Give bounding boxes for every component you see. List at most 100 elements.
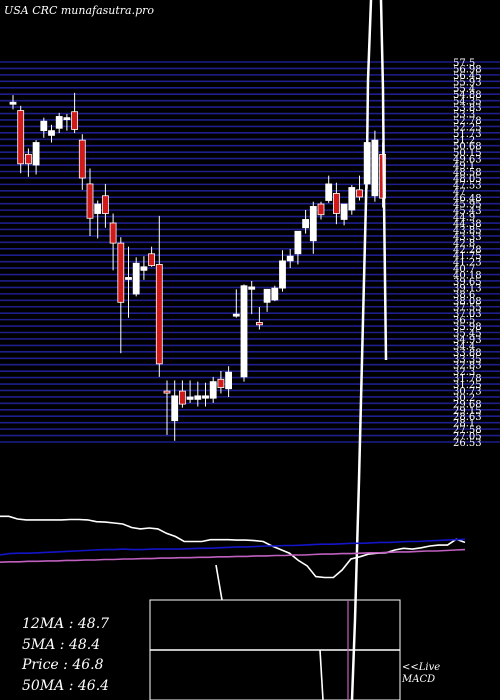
candlestick-series: [9, 92, 387, 441]
price-tick-label: 50.15: [453, 148, 482, 159]
candle-body: [132, 262, 140, 295]
price-tick-label: 41.75: [453, 251, 482, 262]
candle: [32, 140, 40, 175]
candle-body: [271, 287, 279, 301]
candle: [86, 168, 94, 237]
candle-body: [140, 266, 148, 271]
candle: [232, 289, 240, 318]
candle: [148, 246, 156, 267]
candle-body: [71, 111, 78, 130]
candle-body: [102, 195, 109, 214]
indicator-spikes: [350, 0, 388, 700]
candle: [240, 284, 248, 382]
price-tick-label: 40.7: [453, 264, 475, 275]
macd-line: [215, 564, 223, 601]
price-tick-label: 44.9: [453, 213, 475, 224]
price-tick-label: 27.05: [453, 432, 482, 443]
stat-value: 48.7: [77, 616, 110, 632]
price-tick-label: 31.25: [453, 380, 482, 391]
candle: [209, 376, 217, 403]
price-tick-label: 56.98: [453, 64, 482, 75]
price-tick-label: 52.25: [453, 122, 482, 133]
candle: [356, 175, 363, 201]
candle-body: [94, 203, 102, 214]
candle: [271, 285, 279, 302]
candle-body: [155, 264, 163, 365]
price-tick-label: 49.1: [453, 161, 475, 172]
candle: [340, 203, 348, 226]
indicator-spike-line: [350, 0, 373, 700]
moving-average-lines: [0, 515, 466, 579]
price-tick-label: 32.83: [453, 361, 482, 372]
candle: [9, 95, 17, 110]
price-tick-label: 28.1: [453, 419, 475, 430]
candle-body: [325, 183, 333, 201]
candle-body: [279, 260, 286, 289]
price-tick-label: 40.18: [453, 271, 482, 282]
candle-body: [294, 230, 302, 255]
price-tick-label: 39.13: [453, 283, 482, 294]
candle: [140, 256, 148, 280]
price-tick-label: 28.63: [453, 412, 482, 423]
candle: [225, 366, 233, 398]
price-tick-label: 55.93: [453, 77, 482, 88]
price-tick-label: 47: [453, 187, 466, 198]
price-tick-label: 33.88: [453, 348, 482, 359]
candle-body: [302, 219, 310, 229]
price-tick-label: 30.73: [453, 386, 482, 397]
price-tick-label: 47.53: [453, 180, 482, 191]
price-tick-label: 42.28: [453, 245, 482, 256]
candle-body: [48, 130, 55, 136]
candle-body: [55, 116, 63, 129]
candle: [132, 257, 140, 297]
candle: [55, 112, 63, 134]
price-tick-label: 41.23: [453, 258, 482, 269]
candle-body: [163, 390, 171, 394]
price-tick-label: 57.5: [453, 58, 475, 69]
candle-body: [78, 139, 86, 179]
candle-body: [263, 288, 271, 303]
candle-body: [217, 378, 225, 388]
price-tick-label: 27.58: [453, 425, 482, 436]
stat-50ma: 50MA : 46.4: [22, 677, 110, 694]
macd-signal-line: [319, 649, 324, 700]
price-tick-label: 35.45: [453, 329, 482, 340]
price-axis-ticks: 57.556.9856.4555.9355.454.8854.3553.8353…: [453, 58, 482, 449]
macd-caption-line: MACD: [402, 674, 436, 685]
candle-body: [225, 371, 233, 390]
candle-body: [186, 396, 194, 400]
candle: [286, 249, 294, 268]
candle: [24, 148, 32, 177]
candle: [279, 250, 286, 292]
candle: [78, 134, 86, 190]
price-tick-label: 43.85: [453, 225, 482, 236]
candle: [317, 201, 325, 220]
chart-title: USA CRC munafasutra.pro: [4, 4, 155, 17]
moving-average-line: [0, 538, 466, 556]
price-tick-label: 26.53: [453, 438, 482, 449]
price-tick-label: 35.98: [453, 322, 482, 333]
candle-body: [232, 313, 240, 317]
candle-body: [40, 120, 48, 132]
candle: [325, 175, 333, 203]
candle: [202, 382, 209, 407]
candle-body: [125, 277, 132, 280]
candle-body: [148, 253, 156, 267]
indicator-spike-line: [379, 0, 388, 361]
price-tick-label: 48.58: [453, 167, 482, 178]
candle-body: [356, 189, 363, 198]
candle: [171, 380, 179, 441]
price-tick-label: 37.55: [453, 303, 482, 314]
price-tick-label: 54.88: [453, 90, 482, 101]
price-tick-label: 31.78: [453, 374, 482, 385]
candle: [248, 281, 256, 315]
candle-body: [348, 187, 356, 211]
candle-body: [32, 142, 40, 166]
price-tick-label: 39.65: [453, 277, 482, 288]
candle: [309, 201, 317, 254]
price-tick-label: 48.05: [453, 174, 482, 185]
candle-body: [202, 395, 209, 399]
price-tick-label: 51.2: [453, 135, 475, 146]
price-tick-label: 51.73: [453, 129, 482, 140]
candle: [302, 209, 310, 234]
